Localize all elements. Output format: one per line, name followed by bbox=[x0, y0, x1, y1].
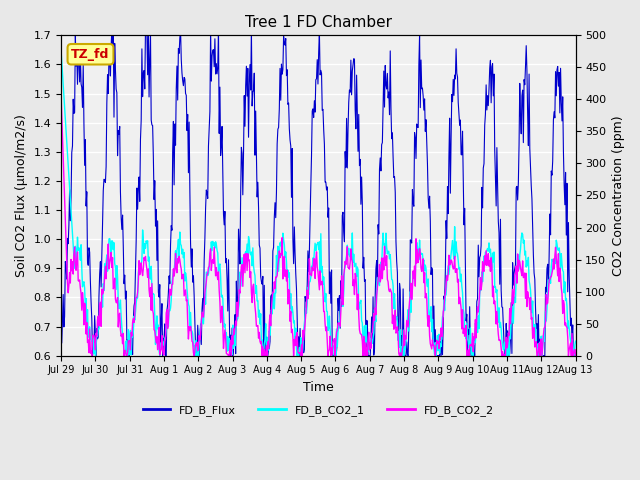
Text: TZ_fd: TZ_fd bbox=[71, 48, 109, 61]
Y-axis label: CO2 Concentration (ppm): CO2 Concentration (ppm) bbox=[612, 115, 625, 276]
Title: Tree 1 FD Chamber: Tree 1 FD Chamber bbox=[245, 15, 392, 30]
Legend: FD_B_Flux, FD_B_CO2_1, FD_B_CO2_2: FD_B_Flux, FD_B_CO2_1, FD_B_CO2_2 bbox=[138, 401, 499, 420]
X-axis label: Time: Time bbox=[303, 381, 333, 394]
Y-axis label: Soil CO2 Flux (μmol/m2/s): Soil CO2 Flux (μmol/m2/s) bbox=[15, 114, 28, 277]
